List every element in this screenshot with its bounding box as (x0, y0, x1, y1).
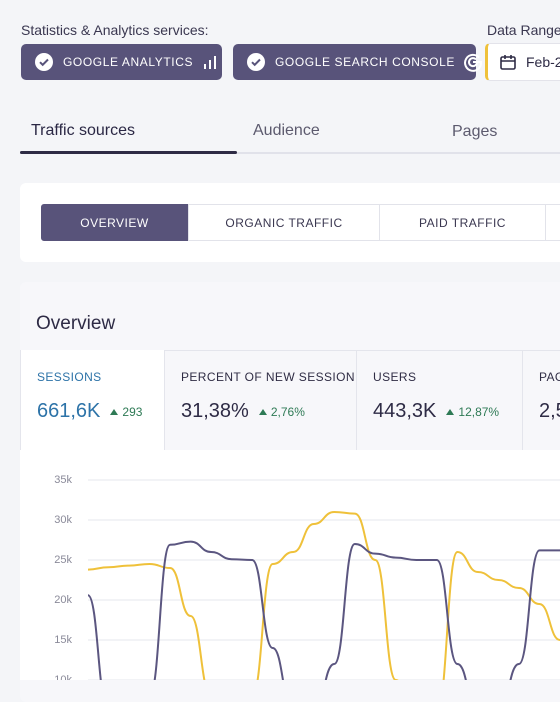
calendar-icon (500, 55, 516, 70)
metric-tab[interactable]: PERCENT OF NEW SESSION 31,38% 2,76% (165, 350, 357, 452)
segment[interactable]: OVERVIEW (41, 204, 188, 241)
metric-value: 2,5 (539, 400, 560, 422)
date-picker[interactable]: Feb-2 (485, 43, 560, 81)
metric-value: 31,38% (181, 400, 249, 422)
segment[interactable] (545, 204, 560, 241)
check-icon (247, 53, 265, 71)
tab[interactable]: Pages (452, 123, 498, 140)
overview-title: Overview (36, 313, 116, 334)
tab[interactable]: Traffic sources (31, 122, 136, 139)
date-range-label: Data Range: (487, 22, 560, 38)
tab-indicator (20, 151, 237, 154)
y-tick-label: 15k (54, 634, 72, 646)
metric-value: 661,6K (37, 400, 101, 422)
up-arrow (258, 408, 267, 415)
segment[interactable]: PAID TRAFFIC (379, 204, 546, 241)
up-arrow (110, 408, 119, 415)
y-tick-label: 30k (54, 514, 72, 526)
check-icon (35, 53, 53, 71)
y-tick-label: 35k (54, 474, 72, 486)
metric-change: 293 (122, 404, 143, 419)
up-arrow (446, 408, 455, 415)
y-tick-label: 25k (54, 554, 72, 566)
date-value: Feb-2 (526, 54, 560, 70)
button-text: GOOGLE ANALYTICS (63, 55, 194, 69)
metric-name: PERCENT OF NEW SESSION (181, 370, 355, 384)
tab[interactable]: Audience (253, 122, 320, 139)
series-line (87, 540, 560, 680)
metric-tab[interactable]: USERS 443,3K 12,87% (357, 350, 523, 452)
services-label: Statistics & Analytics services: (21, 22, 209, 38)
metric-change: 12,87% (458, 404, 500, 419)
metric-name: USERS (373, 370, 417, 384)
bars-icon (204, 56, 217, 69)
y-tick-label: 10k (54, 674, 72, 680)
line-chart: 35k 30k 25k 20k 15k 10k (20, 450, 560, 680)
page: {"services": {"label": "Statistics & Ana… (20, 22, 560, 680)
button-text: GOOGLE SEARCH CONSOLE (275, 55, 455, 69)
service-button[interactable]: GOOGLE ANALYTICS (21, 44, 222, 80)
y-tick-label: 20k (54, 594, 72, 606)
service-button[interactable]: GOOGLE SEARCH CONSOLE (233, 44, 482, 80)
metric-rule (20, 350, 560, 351)
metric-name: SESSIONS (37, 370, 102, 384)
metric-value: 443,3K (373, 400, 437, 422)
metric-name: PAG (539, 370, 560, 384)
series-line (87, 510, 560, 680)
metric-tab[interactable]: PAG 2,5 (523, 350, 560, 452)
metric-change: 2,76% (270, 404, 305, 419)
segment[interactable]: ORGANIC TRAFFIC (188, 204, 380, 241)
g-icon (464, 53, 482, 72)
metric-tab[interactable]: SESSIONS 661,6K 293 (20, 350, 165, 452)
tab-rule (20, 152, 560, 154)
